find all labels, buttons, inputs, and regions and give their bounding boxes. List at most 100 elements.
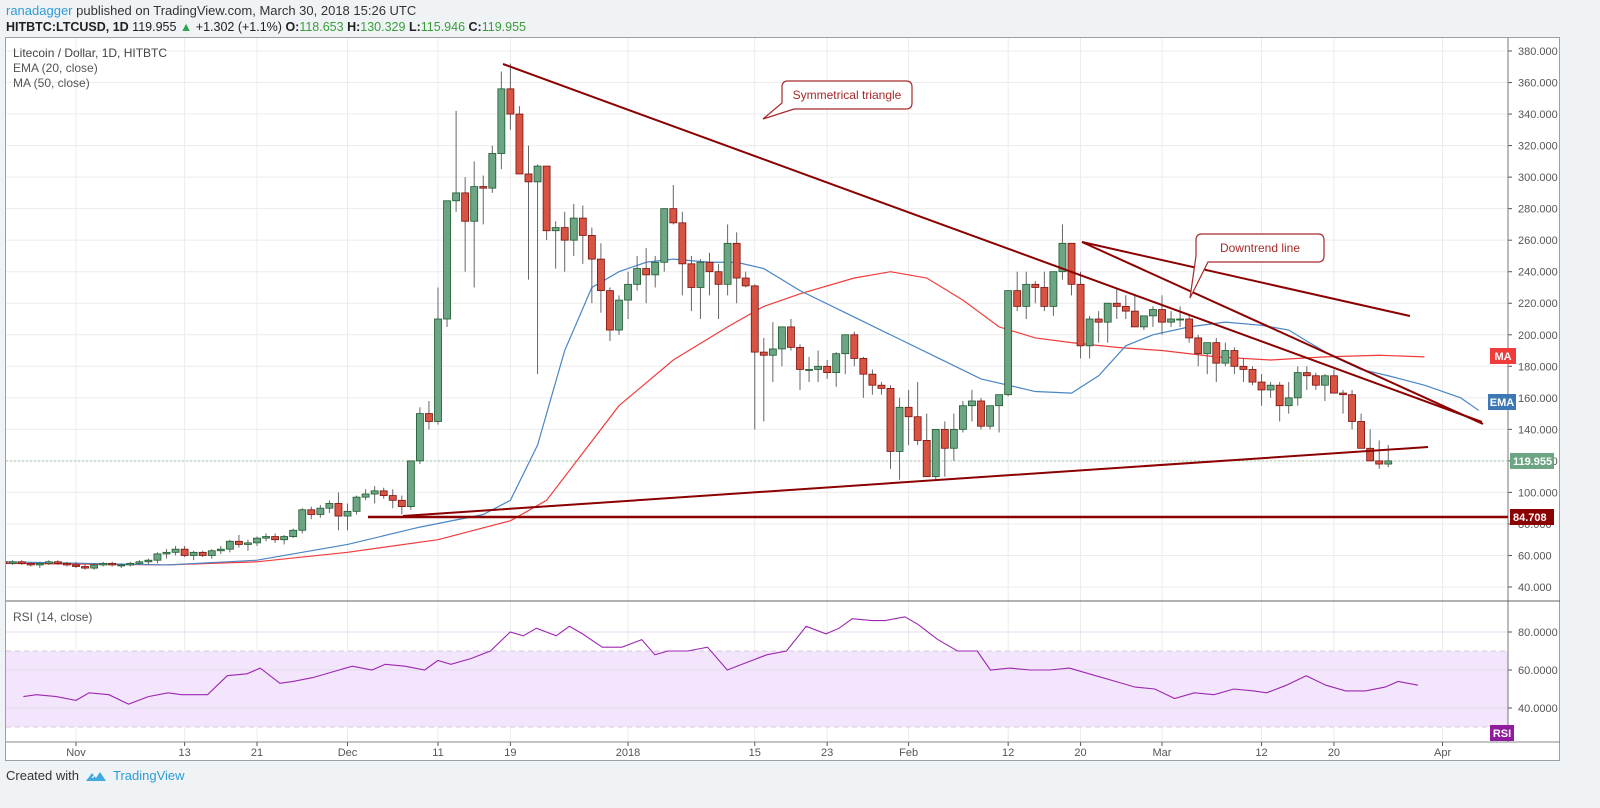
x-axis-label: 11 xyxy=(432,747,443,759)
candle-up xyxy=(126,562,135,566)
candle-up xyxy=(316,507,325,515)
x-axis-label: Apr xyxy=(1434,747,1451,759)
candle-down xyxy=(732,242,741,279)
candle-up xyxy=(1085,318,1094,347)
candle-up xyxy=(1140,315,1148,328)
legend-rsi[interactable]: RSI (14, close) xyxy=(13,610,93,624)
rsi-axis-label: 80.0000 xyxy=(1518,627,1558,639)
candle-up xyxy=(895,406,904,452)
legend-ema[interactable]: EMA (20, close) xyxy=(13,61,98,75)
candle-down xyxy=(750,285,759,353)
candle-up xyxy=(805,369,813,371)
candle-down xyxy=(515,113,524,175)
price-axis-label: 140.000 xyxy=(1518,424,1558,436)
publish-info: ranadagger published on TradingView.com,… xyxy=(6,3,416,18)
candle-down xyxy=(1339,392,1347,396)
x-axis-label: 12 xyxy=(1002,747,1014,759)
x-axis-label: 15 xyxy=(749,747,761,759)
candle-up xyxy=(633,268,641,285)
candle-up xyxy=(949,428,958,449)
price-axis-label: 300.000 xyxy=(1518,172,1558,184)
annotation-downtrend-line: Downtrend line xyxy=(1189,233,1325,299)
candle-up xyxy=(778,326,786,350)
candle-down xyxy=(678,222,687,265)
candle-down xyxy=(1130,310,1139,328)
price-series xyxy=(6,63,1480,570)
x-axis-label: 21 xyxy=(251,747,263,759)
candle-up xyxy=(551,227,560,232)
open-label: O: xyxy=(285,20,300,34)
price-axis-label: 100.000 xyxy=(1518,487,1558,499)
candle-down xyxy=(642,268,651,276)
candle-down xyxy=(461,192,470,222)
candle-up xyxy=(352,496,361,512)
candle-up xyxy=(343,510,352,517)
candle-down xyxy=(1076,283,1085,347)
chart-legend: Litecoin / Dollar, 1D, HITBTC EMA (20, c… xyxy=(13,46,167,91)
candle-down xyxy=(63,562,71,566)
candle-down xyxy=(940,428,949,449)
callout-text: Symmetrical triangle xyxy=(793,88,902,102)
candle-down xyxy=(307,509,316,515)
candle-up xyxy=(651,261,660,276)
candle-up xyxy=(723,242,732,285)
ma50-line xyxy=(6,271,1425,566)
candle-down xyxy=(759,351,768,356)
candle-up xyxy=(968,400,976,407)
candle-up xyxy=(280,536,289,541)
candle-down xyxy=(26,562,35,566)
candle-up xyxy=(289,529,298,537)
candle-down xyxy=(904,406,913,418)
candle-up xyxy=(153,553,162,561)
candle-up xyxy=(1049,271,1058,307)
candle-up xyxy=(1221,350,1230,364)
price-axis-label: 360.000 xyxy=(1518,78,1558,90)
candle-down xyxy=(877,384,886,389)
price-axis-label: 160.000 xyxy=(1518,393,1558,405)
candle-up xyxy=(361,493,370,498)
candle-up xyxy=(1266,384,1275,391)
x-axis-label: 23 xyxy=(821,747,833,759)
candle-down xyxy=(796,346,804,370)
candle-up xyxy=(135,561,144,564)
candle-down xyxy=(72,564,80,567)
candle-up xyxy=(1167,318,1175,323)
created-with-text: Created with xyxy=(6,768,79,783)
candle-up xyxy=(986,405,994,427)
x-axis-label: 2018 xyxy=(616,747,640,759)
candle-down xyxy=(542,165,551,232)
price-axis-label: 40.000 xyxy=(1518,582,1552,594)
candle-up xyxy=(1293,372,1302,399)
candle-down xyxy=(234,540,243,545)
candle-down xyxy=(180,548,189,556)
candle-up xyxy=(1103,302,1112,323)
tag-text: MA xyxy=(1494,351,1511,363)
price-axis-label: 240.000 xyxy=(1518,267,1558,279)
price-axis-label: 220.000 xyxy=(1518,298,1558,310)
candle-down xyxy=(1230,350,1239,367)
x-axis-label: 13 xyxy=(178,747,190,759)
candle-up xyxy=(244,542,252,545)
candle-down xyxy=(606,290,614,331)
price-axis-label: 200.000 xyxy=(1518,330,1558,342)
candle-down xyxy=(1366,447,1375,462)
open-value: 118.653 xyxy=(299,20,344,34)
candle-down xyxy=(1311,375,1320,386)
candle-up xyxy=(325,503,334,509)
candle-up xyxy=(814,365,822,370)
candle-up xyxy=(470,186,479,222)
callout-text: Downtrend line xyxy=(1220,241,1300,255)
candle-down xyxy=(1275,384,1284,407)
downtrend-line-1 xyxy=(1081,241,1411,317)
candle-up xyxy=(497,88,506,154)
legend-ma[interactable]: MA (50, close) xyxy=(13,76,90,90)
price-axis-label: 260.000 xyxy=(1518,235,1558,247)
price-tag-text: 84.708 xyxy=(1513,512,1547,524)
chart-panel[interactable] xyxy=(5,37,1560,761)
candle-down xyxy=(334,503,343,517)
candle-down xyxy=(1239,365,1248,370)
author-link[interactable]: ranadagger xyxy=(6,3,73,18)
rsi-band xyxy=(6,651,1508,727)
tradingview-link[interactable]: TradingView xyxy=(112,768,185,783)
